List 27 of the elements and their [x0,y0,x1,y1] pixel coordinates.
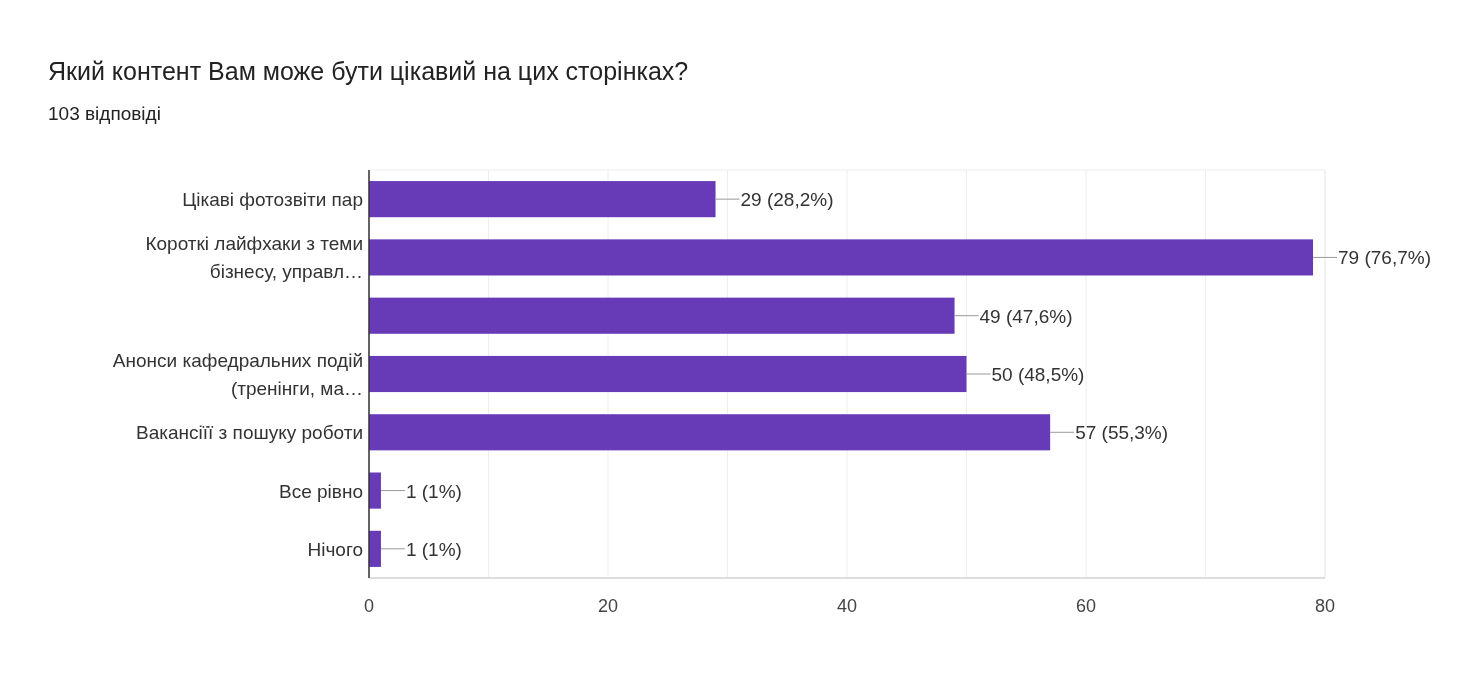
data-label: 57 (55,3%) [1075,422,1169,444]
data-label: 79 (76,7%) [1338,247,1431,269]
bar [369,355,967,393]
y-tick-label: Все рівно [279,480,363,502]
bar [369,297,955,334]
text: 103 відповіді [48,103,161,124]
y-tick-label: Короткі лайфхаки з теми бізнесу, управл… [145,233,363,283]
data-label: 49 (47,6%) [979,305,1073,327]
data-label: 29 (28,2%) [740,189,834,211]
x-tick-label: 60 [1075,596,1097,616]
y-tick-label: Анонси кафедральних подій (тренінги, ма… [112,350,363,399]
y-tick-label: Вакансіїї з пошуку роботи [136,422,363,444]
chart-title: Який контент Вам може бути цікавий на цих сторінках? [48,57,689,85]
x-tick-label: 40 [836,596,858,616]
x-tick-label: 20 [597,596,619,616]
bar [369,414,1051,451]
data-label: 1 (1%) [405,480,462,502]
bar [369,239,1314,276]
bar [369,181,716,218]
bar [369,530,381,567]
y-tick-label: Цікаві фотозвіти пар [182,189,363,211]
x-tick-label: 0 [363,596,375,616]
data-label: 1 (1%) [405,538,462,560]
data-label: 50 (48,5%) [991,364,1085,385]
y-tick-label: Нічого [307,538,363,560]
x-tick-label: 80 [1314,596,1336,616]
bar [369,472,381,509]
